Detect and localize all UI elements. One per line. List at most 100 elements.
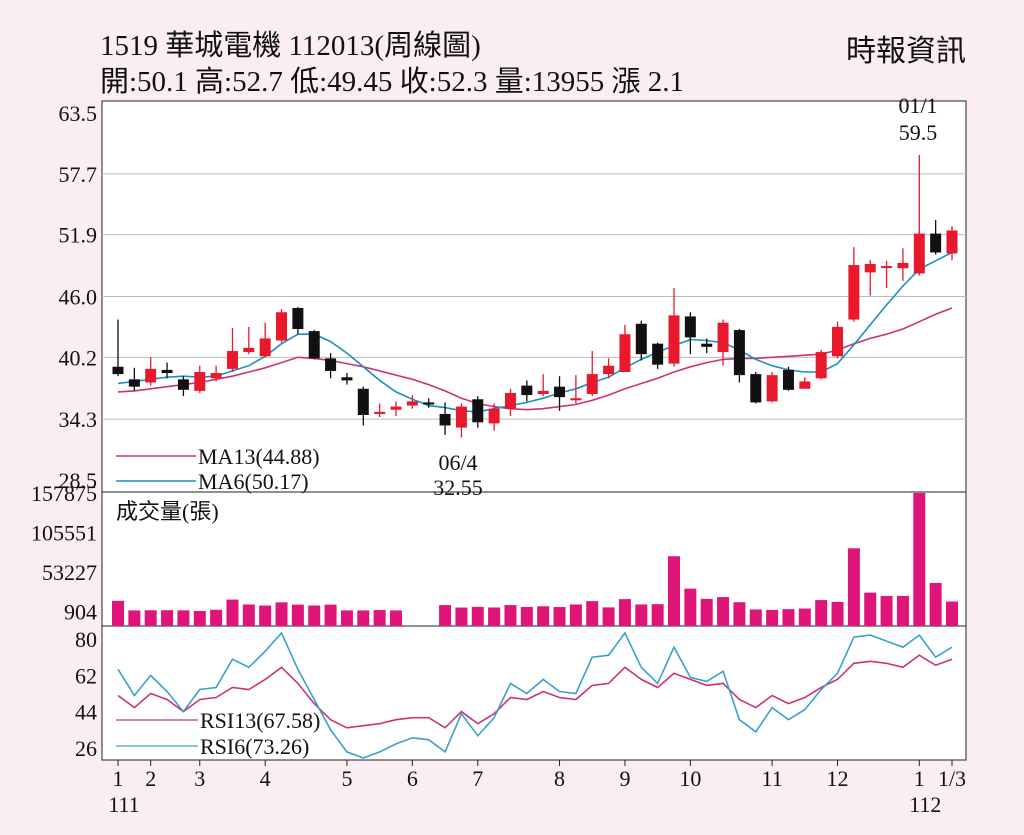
chart-title: 1519 華城電機 112013(周線圖) xyxy=(100,30,481,62)
price-tick-label: 46.0 xyxy=(59,285,98,310)
candle-body xyxy=(374,411,386,414)
candle-body xyxy=(161,369,173,374)
volume-bar xyxy=(635,604,648,626)
volume-tick-label: 904 xyxy=(64,599,97,624)
candle-body xyxy=(537,390,549,395)
volume-bar xyxy=(128,610,141,626)
candle-body xyxy=(782,369,794,390)
rsi13-line xyxy=(117,654,953,729)
candle-body xyxy=(390,406,402,410)
volume-bar xyxy=(831,601,844,626)
volume-bar xyxy=(390,610,402,626)
candle-body xyxy=(472,399,484,423)
candle-body xyxy=(570,398,582,401)
x-tick-label: 4 xyxy=(260,766,271,791)
volume-bar xyxy=(929,582,942,626)
candle-body xyxy=(946,230,958,254)
volume-bar xyxy=(815,600,828,626)
volume-bar xyxy=(275,602,288,626)
x-tick-label: 12 xyxy=(827,766,849,791)
candle-body xyxy=(292,308,304,330)
price-tick-label: 57.7 xyxy=(59,162,98,187)
price-tick-label: 51.9 xyxy=(59,223,98,248)
candle-body xyxy=(733,330,745,376)
volume-bar xyxy=(373,610,386,626)
candle-body xyxy=(750,374,762,403)
volume-bar xyxy=(766,609,779,626)
candle-body xyxy=(586,374,598,395)
annotation-high-date: 01/1 xyxy=(898,93,937,118)
volume-tick-label: 157875 xyxy=(31,481,97,506)
candle-body xyxy=(308,331,320,359)
candle-body xyxy=(603,365,615,375)
volume-tick-label: 53227 xyxy=(42,560,97,585)
volume-bar xyxy=(668,556,680,626)
candle-body xyxy=(554,386,566,398)
candle-body xyxy=(635,323,647,355)
volume-bar xyxy=(210,609,223,626)
candle-body xyxy=(766,375,778,402)
candle-body xyxy=(668,315,680,364)
candle-body xyxy=(930,233,942,253)
candle-body xyxy=(701,343,713,347)
candle-body xyxy=(439,413,451,426)
ma6-line xyxy=(117,251,953,413)
annotation-low-value: 32.55 xyxy=(433,475,483,500)
candle-body xyxy=(864,263,876,273)
volume-bar xyxy=(782,609,795,626)
volume-bar xyxy=(946,601,958,626)
rsi-tick-label: 80 xyxy=(75,627,97,652)
candle-body xyxy=(259,338,271,357)
candle-body xyxy=(897,262,909,269)
volume-bar xyxy=(717,597,730,626)
volume-bar xyxy=(602,607,615,626)
rsi-tick-label: 44 xyxy=(75,700,97,725)
volume-bar xyxy=(177,610,190,626)
candle-body xyxy=(521,385,533,396)
volume-bar xyxy=(618,599,631,626)
volume-bar xyxy=(651,604,664,626)
volume-bar xyxy=(880,596,893,626)
volume-bar xyxy=(488,607,501,626)
volume-bar xyxy=(700,598,713,626)
candle-body xyxy=(504,392,516,409)
candle-body xyxy=(128,379,140,387)
volume-bar xyxy=(291,604,304,626)
candle-body xyxy=(145,368,157,383)
x-tick-label: 7 xyxy=(472,766,483,791)
volume-bar xyxy=(193,610,206,626)
volume-bar xyxy=(733,602,746,626)
volume-bar xyxy=(553,607,566,626)
source-label: 時報資訊 xyxy=(846,35,966,68)
candle-body xyxy=(276,312,288,341)
candle-body xyxy=(226,351,238,369)
volume-bar xyxy=(259,605,272,626)
candle-body xyxy=(881,266,893,269)
candle-body xyxy=(848,265,860,320)
volume-bar xyxy=(913,493,926,626)
annotation-high-value: 59.5 xyxy=(899,120,938,145)
legend-ma6: MA6(50.17) xyxy=(198,469,309,494)
volume-bar xyxy=(455,607,468,626)
candle-body xyxy=(455,406,467,428)
candle-body xyxy=(406,401,418,406)
candle-body xyxy=(177,379,189,390)
x-tick-label: 1/3 xyxy=(938,766,966,791)
x-year-label: 111 xyxy=(108,792,139,817)
legend-ma13: MA13(44.88) xyxy=(198,444,320,469)
volume-bar xyxy=(324,604,337,626)
volume-bar xyxy=(586,601,599,626)
x-tick-label: 9 xyxy=(619,766,630,791)
ma13-line xyxy=(117,307,953,411)
x-tick-label: 6 xyxy=(407,766,418,791)
volume-bar xyxy=(471,606,484,626)
volume-bar xyxy=(569,604,582,626)
candle-body xyxy=(243,347,255,353)
x-tick-label: 11 xyxy=(762,766,783,791)
price-tick-label: 34.3 xyxy=(59,407,98,432)
candle-body xyxy=(717,322,729,353)
volume-bar xyxy=(357,610,370,626)
legend-rsi6: RSI6(73.26) xyxy=(200,734,309,759)
price-tick-label: 28.5 xyxy=(59,468,98,493)
